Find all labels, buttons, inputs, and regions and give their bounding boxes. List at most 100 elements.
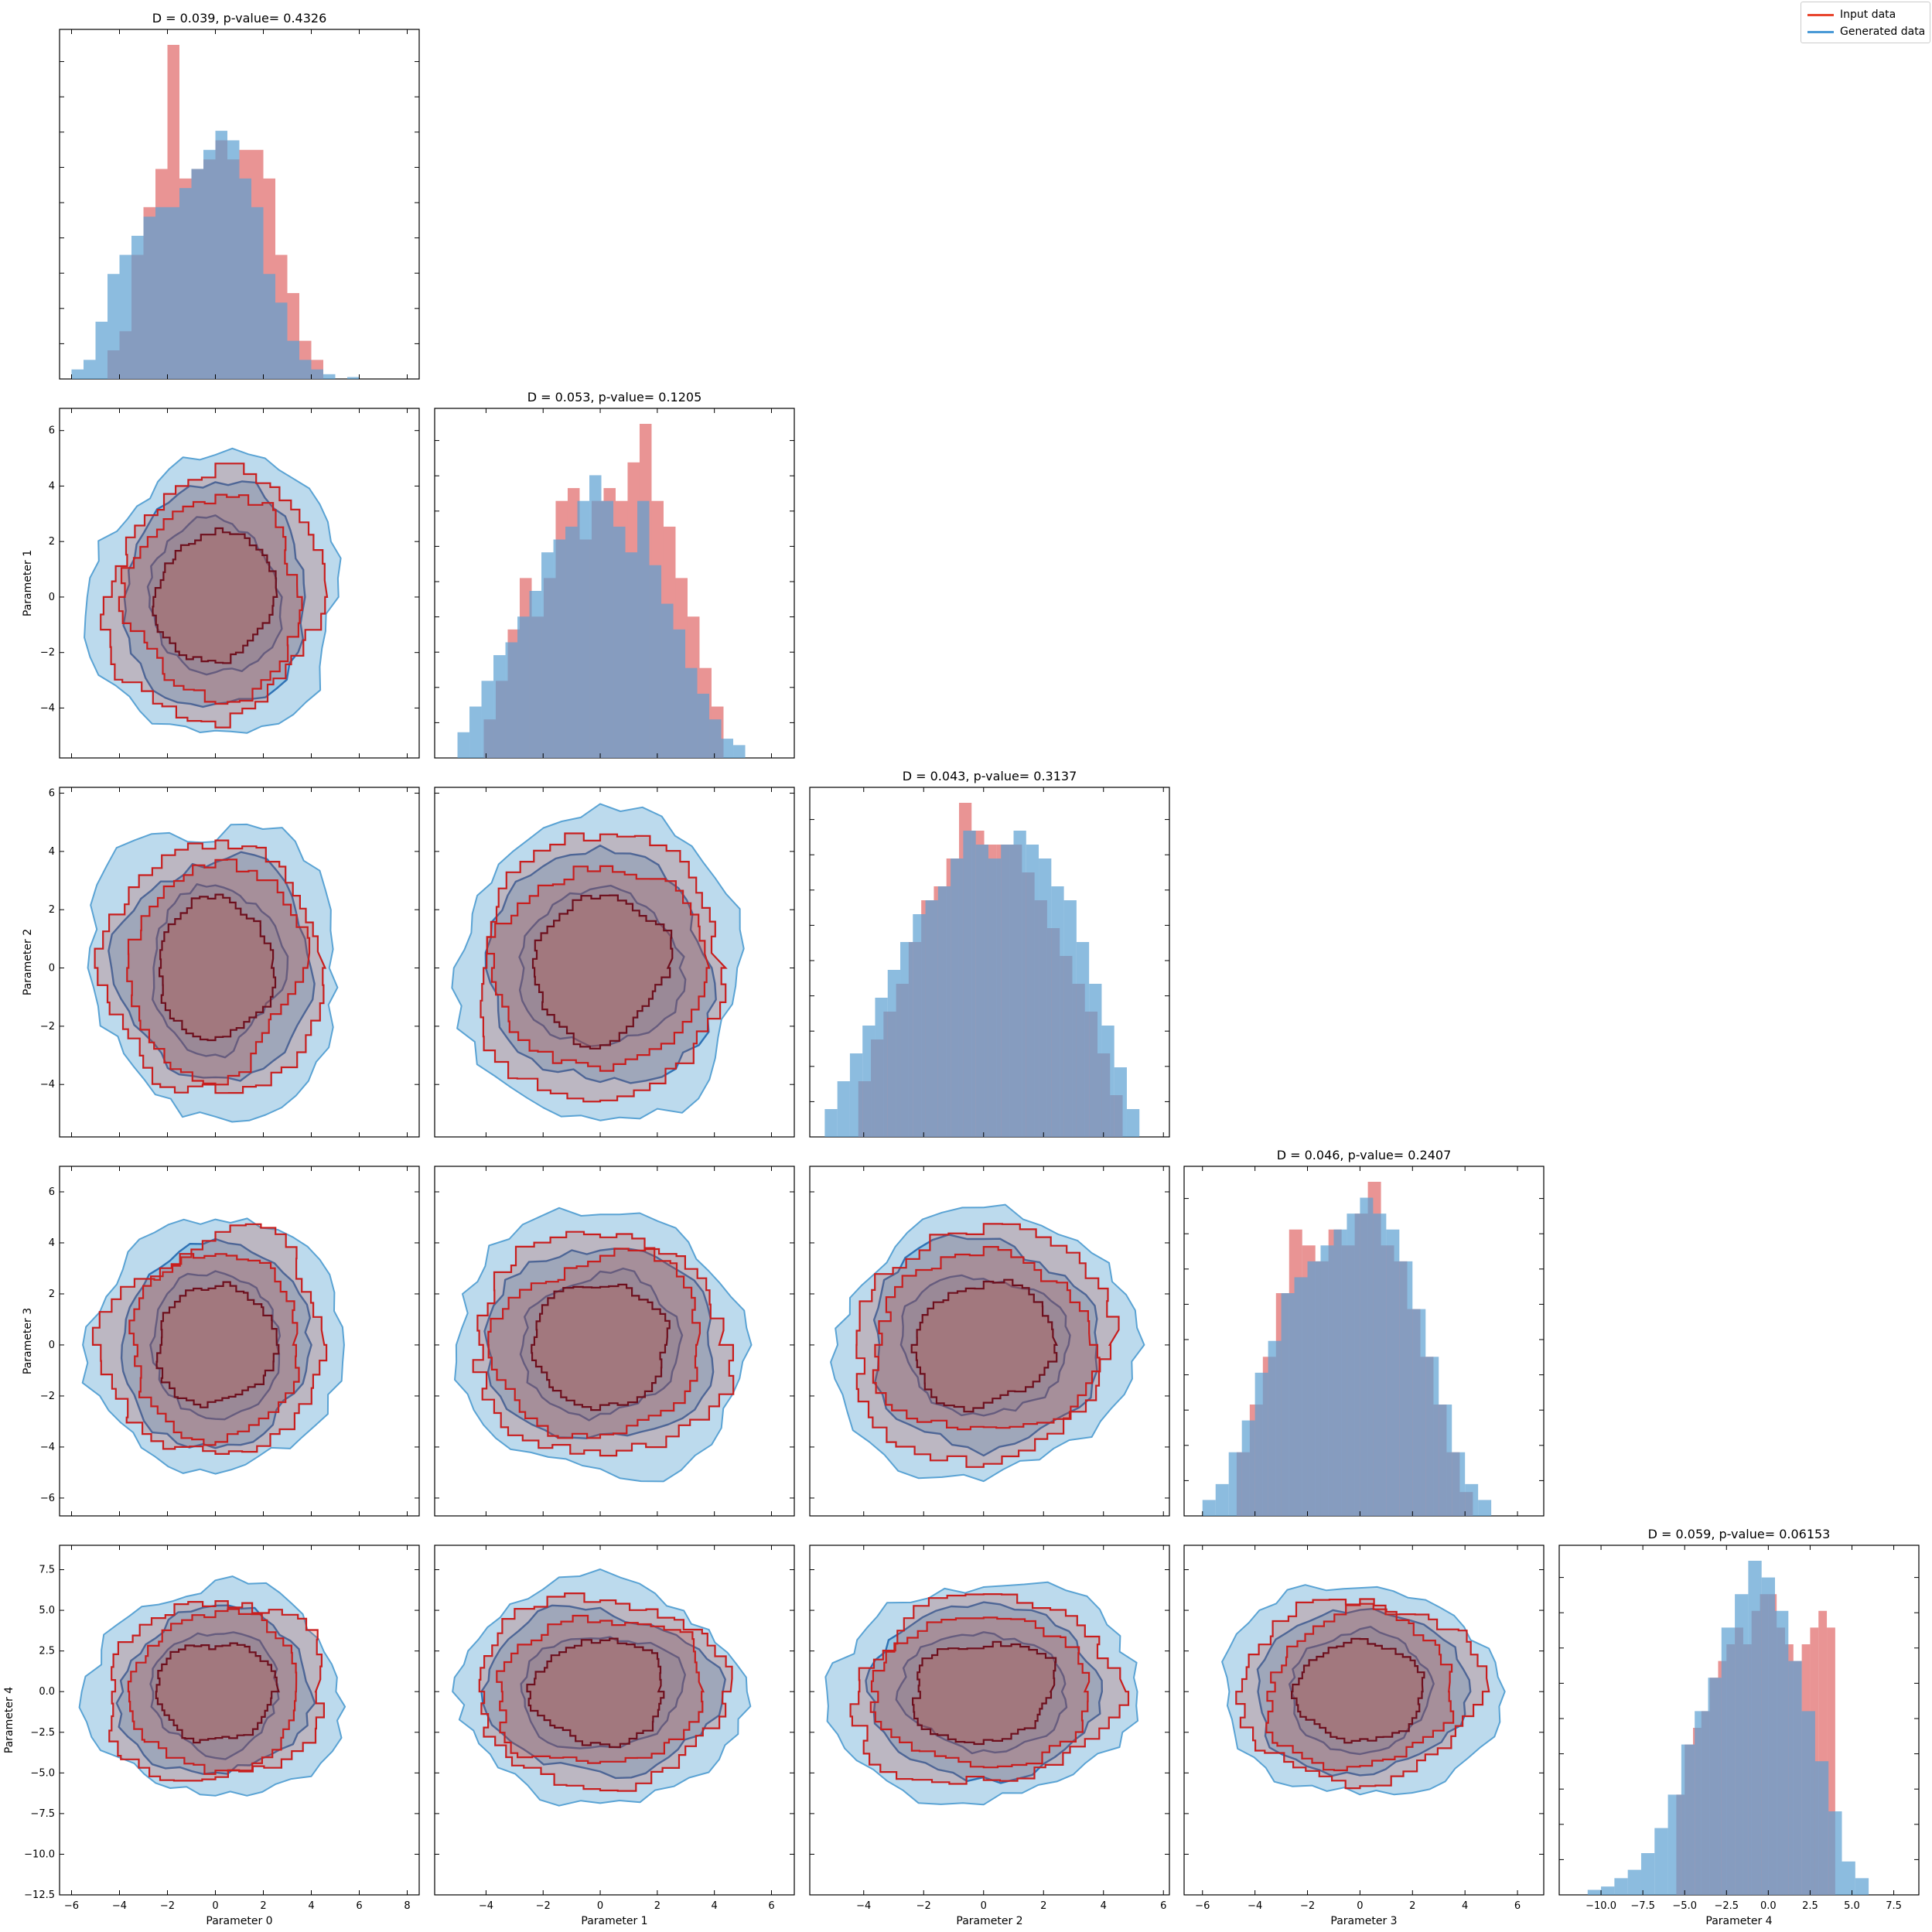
y-tick-label: −2.5 <box>30 1727 55 1739</box>
hist-bar-generated <box>673 629 686 758</box>
hist-bar-generated <box>1307 1261 1321 1516</box>
panel-2-1 <box>434 787 795 1138</box>
hist-bar-generated <box>505 642 518 758</box>
hist-bar-generated <box>649 565 662 758</box>
hist-bar-generated <box>1013 831 1026 1137</box>
hist-bar-generated <box>1063 900 1077 1137</box>
y-tick-label: −12.5 <box>24 1889 55 1901</box>
contour-input <box>159 893 277 1042</box>
hist-bar-generated <box>1748 1561 1762 1895</box>
contour-input <box>152 527 278 664</box>
contour-input <box>128 1253 300 1446</box>
diagonal-title: D = 0.043, p-value= 0.3137 <box>903 769 1077 783</box>
x-tick-label: 0 <box>981 1900 987 1912</box>
panel-4-4: −10.0 −7.5 −5.0 −2.5 0.0 2.5 5.0 7.5 D = 0.059, … <box>1558 1527 1920 1912</box>
hist-bar-generated <box>227 140 240 379</box>
hist-bar-generated <box>299 360 312 379</box>
x-axis-label: Parameter 1 <box>581 1915 647 1927</box>
panel-frame <box>59 787 420 1138</box>
y-tick-label: −2 <box>40 1021 55 1033</box>
y-axis-label: Parameter 2 <box>22 929 34 995</box>
hist-bar-generated <box>1828 1811 1842 1895</box>
y-tick-label: −4 <box>40 1442 55 1453</box>
panel-frame <box>59 408 420 759</box>
x-axis-label: Parameter 0 <box>206 1915 272 1927</box>
panel-frame <box>809 1166 1170 1517</box>
legend-item-generated: Generated data <box>1807 24 1925 39</box>
hist-bar-generated <box>975 845 988 1137</box>
hist-bar-generated <box>625 552 638 758</box>
hist-bar-generated <box>553 539 566 758</box>
y-tick-label: 7.5 <box>39 1565 55 1576</box>
panel-3-0: −6 −4 −2 0 2 4 6 <box>40 1166 420 1517</box>
hist-bar-generated <box>1425 1357 1439 1516</box>
contour-input <box>912 1640 1057 1746</box>
contour-generated <box>452 1568 752 1807</box>
x-tick-label: −2 <box>160 1900 175 1912</box>
hist-bar-generated <box>1254 1372 1268 1516</box>
hist-bar-generated <box>1039 858 1052 1137</box>
contour-input <box>872 1246 1101 1431</box>
panel-frame <box>809 1545 1170 1896</box>
x-axis-label: Parameter 4 <box>1705 1915 1772 1927</box>
panel-1-1: D = 0.053, p-value= 0.1205 <box>434 390 795 759</box>
x-tick-label: −2 <box>536 1900 551 1912</box>
hist-bar-generated <box>1241 1420 1255 1516</box>
hist-bar-generated <box>1587 1889 1602 1895</box>
y-axis-label: Parameter 4 <box>3 1687 15 1753</box>
panel-2-0: −4 −2 0 2 4 6 <box>40 787 420 1138</box>
hist-bar-generated <box>837 1081 850 1137</box>
x-tick-label: 5.0 <box>1844 1900 1860 1912</box>
contour-input <box>126 858 311 1086</box>
x-tick-label: −2 <box>1300 1900 1315 1912</box>
hist-bar-generated <box>849 1053 863 1137</box>
x-tick-label: −7.5 <box>1630 1900 1655 1912</box>
contour-input <box>1265 1603 1455 1772</box>
hist-bar-generated <box>457 732 470 758</box>
hist-bar-generated <box>1452 1452 1466 1516</box>
hist-bar-generated <box>1855 1878 1869 1895</box>
hist-bar-generated <box>1399 1261 1413 1516</box>
hist-bar-generated <box>988 858 1002 1137</box>
contour-input <box>526 1637 665 1749</box>
hist-bar-generated <box>937 886 951 1137</box>
y-tick-label: 5.0 <box>39 1605 55 1616</box>
contour-input <box>155 1642 280 1744</box>
hist-bar-generated <box>577 500 590 758</box>
hist-bar-generated <box>239 178 251 380</box>
contour-generated <box>108 851 316 1082</box>
x-tick-label: 2 <box>1040 1900 1046 1912</box>
hist-bar-generated <box>824 1109 838 1137</box>
hist-bar-generated <box>1788 1661 1802 1895</box>
hist-bar-generated <box>1386 1229 1400 1516</box>
y-tick-label: 6 <box>49 788 55 800</box>
y-tick-label: 2 <box>49 904 55 916</box>
hist-bar-generated <box>1294 1277 1308 1516</box>
hist-bar-generated <box>323 374 336 379</box>
x-tick-label: −2.5 <box>1714 1900 1739 1912</box>
x-tick-label: 0 <box>597 1900 603 1912</box>
contour-generated <box>152 883 289 1059</box>
x-tick-label: 0 <box>212 1900 218 1912</box>
hist-bar-generated <box>1721 1627 1736 1895</box>
hist-bar-input <box>1827 1627 1835 1895</box>
hist-bar-generated <box>1478 1500 1492 1516</box>
y-tick-label: −5.0 <box>30 1767 55 1779</box>
hist-bar-generated <box>963 831 976 1137</box>
hist-bar-generated <box>1681 1744 1695 1895</box>
hist-bar-generated <box>1026 845 1039 1137</box>
hist-bar-generated <box>1667 1794 1681 1895</box>
hist-bar-generated <box>1735 1594 1749 1895</box>
x-tick-label: −10.0 <box>1586 1900 1616 1912</box>
contour-generated <box>149 1270 281 1421</box>
panel-3-3: D = 0.046, p-value= 0.2407 <box>1183 1148 1545 1517</box>
hist-bar-generated <box>263 274 275 379</box>
diagonal-title: D = 0.053, p-value= 0.1205 <box>527 390 702 404</box>
hist-bar-generated <box>685 667 698 758</box>
hist-bar-generated <box>179 188 192 379</box>
x-axis-label: Parameter 2 <box>956 1915 1022 1927</box>
y-tick-label: 4 <box>49 1237 55 1249</box>
y-tick-label: 2 <box>49 536 55 548</box>
legend-item-input: Input data <box>1807 7 1896 22</box>
